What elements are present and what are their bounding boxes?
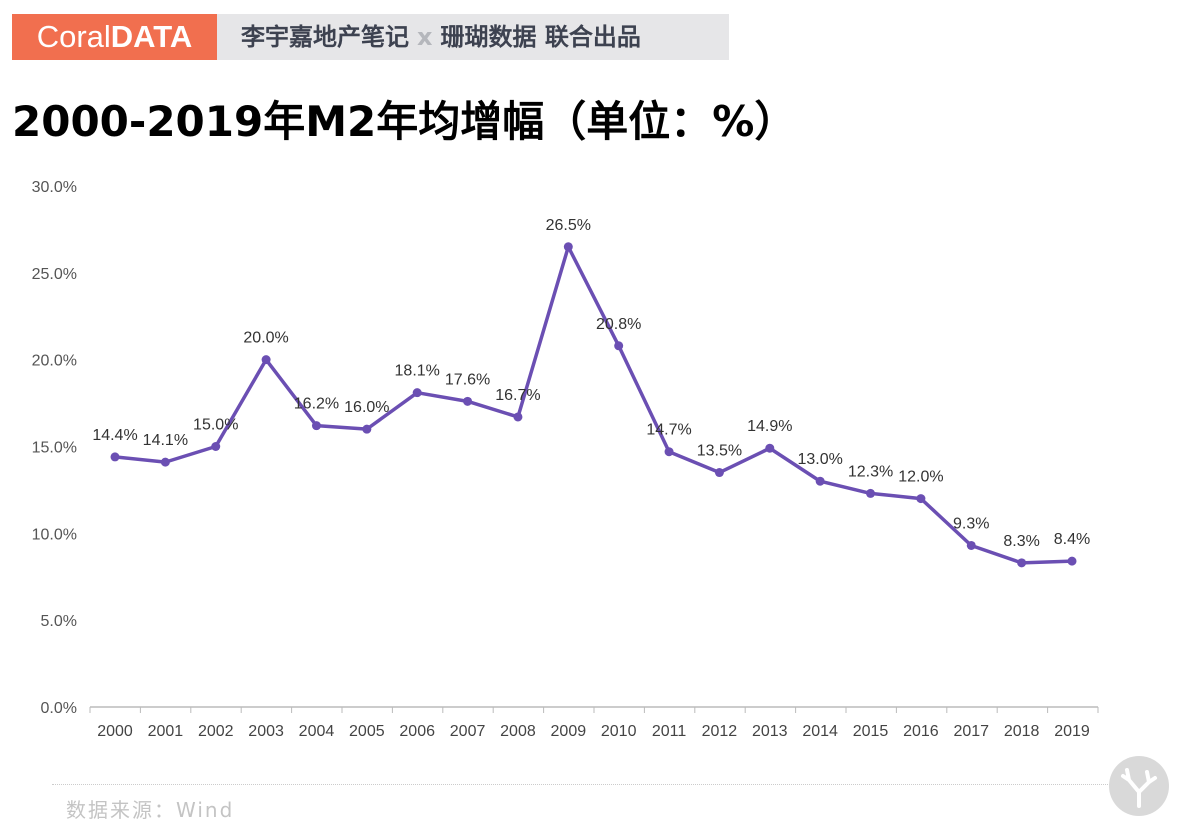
- data-label: 18.1%: [395, 363, 440, 380]
- x-tick-label: 2009: [551, 723, 587, 740]
- data-label: 26.5%: [546, 217, 591, 234]
- x-tick-label: 2019: [1054, 723, 1090, 740]
- x-tick-label: 2005: [349, 723, 385, 740]
- data-point: [563, 242, 573, 252]
- x-tick-label: 2010: [601, 723, 637, 740]
- x-tick-label: 2016: [903, 723, 939, 740]
- data-label: 17.6%: [445, 371, 490, 388]
- x-tick-label: 2000: [97, 723, 133, 740]
- data-point: [311, 421, 321, 431]
- y-tick-label: 0.0%: [41, 700, 77, 717]
- data-point: [815, 476, 825, 486]
- brand-bold: DATA: [110, 19, 193, 54]
- data-point: [362, 424, 372, 434]
- x-tick-label: 2008: [500, 723, 536, 740]
- data-point: [1017, 558, 1027, 568]
- data-point: [160, 457, 170, 467]
- data-label: 16.7%: [495, 387, 540, 404]
- data-point: [261, 355, 271, 365]
- x-tick-label: 2007: [450, 723, 486, 740]
- coral-tree-logo: [1109, 756, 1169, 816]
- x-tick-label: 2002: [198, 723, 234, 740]
- footer-divider: [52, 784, 1112, 785]
- data-point: [110, 452, 120, 462]
- y-tick-label: 25.0%: [32, 266, 77, 283]
- data-point: [765, 443, 775, 453]
- data-label: 9.3%: [953, 515, 989, 532]
- x-tick-label: 2003: [248, 723, 284, 740]
- x-tick-label: 2017: [953, 723, 989, 740]
- x-tick-label: 2006: [399, 723, 435, 740]
- x-tick-label: 2014: [802, 723, 838, 740]
- y-tick-label: 5.0%: [41, 613, 77, 630]
- x-tick-label: 2012: [702, 723, 738, 740]
- data-point: [463, 396, 473, 406]
- data-label: 8.3%: [1003, 533, 1039, 550]
- coraldata-logo: CoralDATA: [12, 14, 217, 60]
- data-point: [966, 540, 976, 550]
- tree-icon: [1121, 768, 1157, 808]
- data-label: 14.7%: [646, 422, 691, 439]
- x-tick-label: 2001: [148, 723, 184, 740]
- x-tick-label: 2018: [1004, 723, 1040, 740]
- data-label: 16.0%: [344, 399, 389, 416]
- y-tick-label: 10.0%: [32, 526, 77, 543]
- data-point: [412, 388, 422, 398]
- data-label: 13.0%: [797, 451, 842, 468]
- data-label: 12.0%: [898, 469, 943, 486]
- data-label: 13.5%: [697, 443, 742, 460]
- partner-banner: 李宇嘉地产笔记 x 珊瑚数据 联合出品: [217, 14, 729, 60]
- separator: x: [417, 23, 433, 51]
- data-label: 14.9%: [747, 418, 792, 435]
- series-line: [114, 245, 1073, 565]
- data-label: 16.2%: [294, 396, 339, 413]
- x-tick-label: 2004: [299, 723, 335, 740]
- data-point: [513, 412, 523, 422]
- data-label: 8.4%: [1054, 531, 1090, 548]
- data-point: [714, 468, 724, 478]
- data-label: 20.8%: [596, 316, 641, 333]
- partner-left: 李宇嘉地产笔记: [241, 23, 409, 51]
- data-point: [916, 494, 926, 504]
- y-tick-label: 20.0%: [32, 353, 77, 370]
- y-tick-label: 15.0%: [32, 440, 77, 457]
- data-label: 15.0%: [193, 417, 238, 434]
- data-point: [866, 488, 876, 498]
- x-tick-label: 2015: [853, 723, 889, 740]
- brand-light: Coral: [36, 19, 111, 54]
- data-label: 14.4%: [92, 427, 137, 444]
- data-point: [614, 341, 624, 351]
- partner-right: 珊瑚数据 联合出品: [440, 23, 641, 51]
- x-tick-label: 2011: [652, 723, 687, 740]
- data-point: [211, 442, 221, 451]
- source-note: 数据来源：Wind: [66, 798, 235, 822]
- data-label: 20.0%: [243, 330, 288, 347]
- data-point: [664, 447, 674, 457]
- chart-title: 2000-2019年M2年均增幅（单位：%）: [12, 97, 797, 146]
- x-tick-label: 2013: [752, 723, 788, 740]
- y-tick-label: 30.0%: [32, 179, 77, 196]
- data-point: [1067, 556, 1077, 566]
- data-label: 12.3%: [848, 463, 893, 480]
- data-label: 14.1%: [143, 432, 188, 449]
